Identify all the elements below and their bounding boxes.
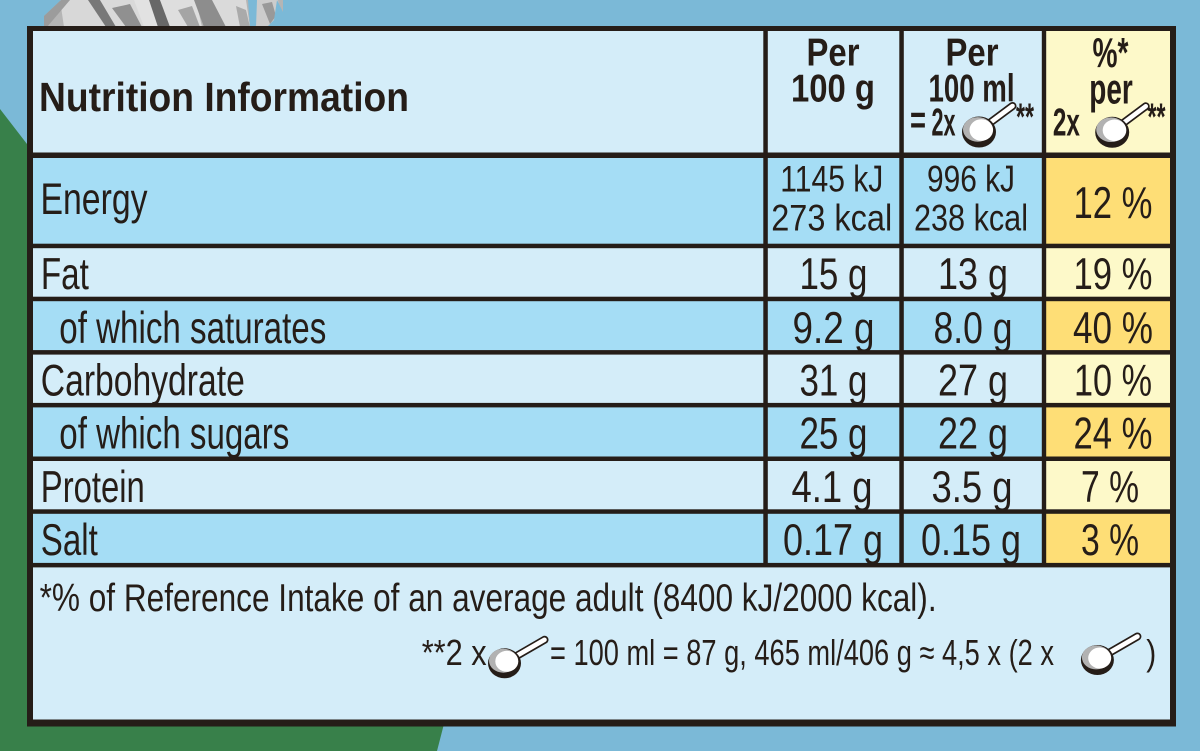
svg-text:22 g: 22 g xyxy=(938,410,1008,459)
svg-text:24 %: 24 % xyxy=(1074,410,1153,459)
svg-text:Nutrition Information: Nutrition Information xyxy=(39,74,409,120)
svg-text:%*: %* xyxy=(1093,29,1130,76)
svg-text:8.0 g: 8.0 g xyxy=(934,304,1013,353)
svg-text:per: per xyxy=(1089,66,1133,114)
svg-text:Salt: Salt xyxy=(41,516,98,565)
svg-text:13 g: 13 g xyxy=(938,250,1008,299)
svg-text:Carbohydrate: Carbohydrate xyxy=(41,356,245,405)
svg-text:31 g: 31 g xyxy=(800,356,868,405)
svg-text:Per: Per xyxy=(946,32,999,75)
svg-text:2x: 2x xyxy=(932,101,956,144)
svg-text:40 %: 40 % xyxy=(1073,304,1153,353)
svg-text:7 %: 7 % xyxy=(1081,463,1139,512)
svg-text:**: ** xyxy=(1148,97,1166,139)
svg-text:= 100 ml = 87 g, 465 ml/406 g: = 100 ml = 87 g, 465 ml/406 g ≈ 4,5 x (2… xyxy=(550,632,1054,673)
svg-text:9.2 g: 9.2 g xyxy=(793,304,875,353)
svg-text:273 kcal: 273 kcal xyxy=(771,196,892,238)
svg-text:3 %: 3 % xyxy=(1081,516,1139,565)
svg-text:**2 x: **2 x xyxy=(422,632,487,673)
svg-text:12 %: 12 % xyxy=(1074,179,1153,228)
svg-text:19 %: 19 % xyxy=(1074,250,1153,299)
svg-text:0.15 g: 0.15 g xyxy=(921,516,1021,565)
svg-text:of which saturates: of which saturates xyxy=(59,304,326,353)
svg-text:238 kcal: 238 kcal xyxy=(914,196,1028,238)
svg-text:10 %: 10 % xyxy=(1074,356,1152,405)
svg-text:1145 kJ: 1145 kJ xyxy=(780,158,883,200)
svg-text:Per: Per xyxy=(807,32,860,75)
svg-text:0.17 g: 0.17 g xyxy=(783,516,883,565)
svg-text:*% of Reference Intake of an a: *% of Reference Intake of an average adu… xyxy=(40,577,937,620)
svg-text:Energy: Energy xyxy=(41,175,149,224)
svg-text:27 g: 27 g xyxy=(938,356,1008,405)
svg-text:15 g: 15 g xyxy=(800,250,868,299)
svg-text:Fat: Fat xyxy=(41,250,89,299)
svg-text:100 ml: 100 ml xyxy=(929,68,1015,111)
svg-text:4.1 g: 4.1 g xyxy=(792,463,873,512)
svg-text:25 g: 25 g xyxy=(800,410,868,459)
svg-text:**: ** xyxy=(1016,97,1034,139)
svg-text:2x: 2x xyxy=(1053,101,1080,144)
svg-text:): ) xyxy=(1146,632,1156,673)
svg-text:of which sugars: of which sugars xyxy=(59,410,289,459)
svg-text:996 kJ: 996 kJ xyxy=(927,158,1015,200)
svg-text:Protein: Protein xyxy=(41,463,145,512)
svg-text:=: = xyxy=(910,99,926,142)
svg-text:100 g: 100 g xyxy=(791,68,875,111)
svg-text:3.5 g: 3.5 g xyxy=(932,463,1013,512)
